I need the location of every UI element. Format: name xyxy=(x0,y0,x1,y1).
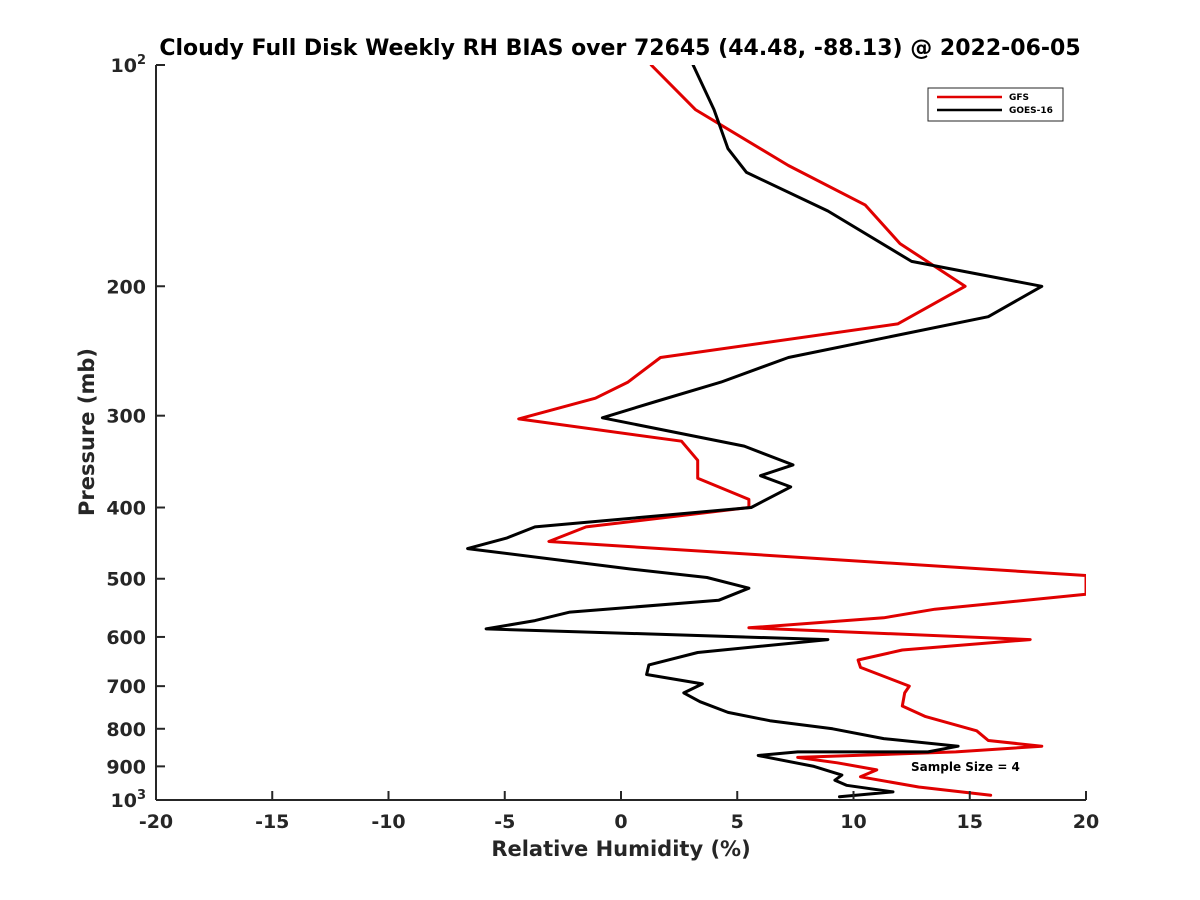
legend: GFS GOES-16 xyxy=(927,87,1064,122)
x-tick-label: -5 xyxy=(494,811,515,833)
y-tick-label: 700 xyxy=(106,676,146,698)
x-tick-label: 15 xyxy=(957,811,983,833)
y-axis-label: Pressure (mb) xyxy=(75,348,99,516)
y-tick-label: 500 xyxy=(106,569,146,591)
legend-label-gfs: GFS xyxy=(1009,93,1029,103)
y-tick-label: 900 xyxy=(106,756,146,778)
x-tick-label: -10 xyxy=(371,811,405,833)
x-ticks: -20 -15 -10 -5 0 5 10 15 20 xyxy=(139,791,1099,833)
y-tick-label: 300 xyxy=(106,406,146,428)
chart-title: Cloudy Full Disk Weekly RH BIAS over 726… xyxy=(159,36,1080,61)
y-tick-label: 103 xyxy=(111,788,147,812)
series-line-goes-16 xyxy=(466,65,1044,799)
sample-size-annotation: Sample Size = 4 xyxy=(911,760,1020,774)
legend-box xyxy=(927,87,1064,122)
x-axis-label: Relative Humidity (%) xyxy=(491,837,750,861)
y-tick-label: 600 xyxy=(106,627,146,649)
legend-label-goes16: GOES-16 xyxy=(1009,106,1053,116)
y-tick-label: 800 xyxy=(106,719,146,741)
y-tick-label: 102 xyxy=(111,53,147,77)
series-line-gfs xyxy=(517,65,1086,797)
x-tick-label: 10 xyxy=(840,811,866,833)
x-tick-label: 0 xyxy=(614,811,627,833)
y-tick-label: 400 xyxy=(106,498,146,520)
x-tick-label: 5 xyxy=(731,811,744,833)
plot-area xyxy=(466,65,1086,799)
y-tick-label: 200 xyxy=(106,276,146,298)
x-tick-label: -20 xyxy=(139,811,173,833)
x-tick-label: -15 xyxy=(255,811,289,833)
y-ticks: 102 200 300 400 500 600 700 800 900 103 xyxy=(106,53,165,812)
x-tick-label: 20 xyxy=(1073,811,1099,833)
